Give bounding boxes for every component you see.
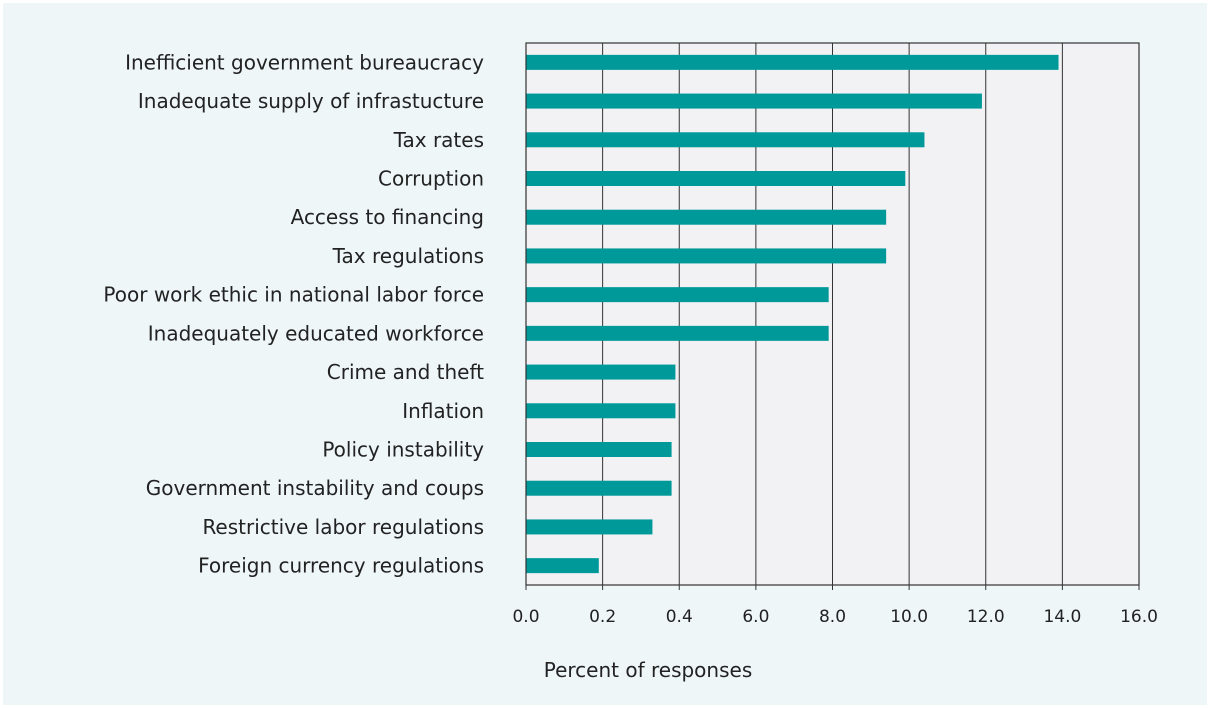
bars	[526, 54, 1059, 574]
x-axis-title: Percent of responses	[544, 658, 753, 682]
category-label: Inefficient government bureaucracy	[125, 50, 484, 74]
category-label: Crime and theft	[327, 360, 484, 384]
category-label: Government instability and coups	[146, 476, 484, 500]
category-label: Inflation	[402, 399, 484, 423]
bar	[526, 171, 906, 186]
bar-chart: Inefficient government bureaucracy Inadeq…	[103, 42, 1158, 682]
bar	[526, 519, 653, 535]
bar	[526, 132, 925, 148]
category-label: Inadequately educated workforce	[148, 321, 484, 345]
bar	[526, 93, 982, 109]
category-label: Policy instability	[322, 438, 484, 462]
category-label: Tax rates	[393, 128, 484, 152]
x-tick-label: 10.0	[890, 607, 928, 627]
category-label: Corruption	[378, 167, 484, 191]
bar	[526, 248, 887, 264]
category-label: Restrictive labor regulations	[202, 515, 484, 539]
x-tick-label: 12.0	[967, 607, 1005, 627]
bar	[526, 442, 672, 457]
bar	[526, 209, 887, 225]
x-tick-label: 14.0	[1043, 607, 1081, 627]
bar	[526, 480, 672, 496]
x-tick-label: 0.0	[512, 607, 539, 627]
bar	[526, 325, 829, 341]
plot-frame	[525, 42, 1140, 586]
bar	[526, 364, 676, 380]
category-label: Access to financing	[291, 205, 484, 229]
bar	[526, 558, 599, 574]
x-tick-label: 8.0	[819, 607, 846, 627]
bar	[526, 403, 676, 419]
category-label: Foreign currency regulations	[198, 554, 484, 578]
bar	[526, 287, 829, 303]
x-tick-labels: 0.0 0.2 0.4 6.0 8.0 10.0 12.0 14.0 16.0	[512, 607, 1157, 627]
x-tick-label: 16.0	[1120, 607, 1158, 627]
bar	[526, 54, 1059, 70]
category-label: Inadequate supply of infrastucture	[138, 89, 484, 113]
category-label: Tax regulations	[332, 244, 484, 268]
x-tick-label: 0.2	[589, 607, 616, 627]
x-tick-label: 6.0	[742, 607, 769, 627]
category-label: Poor work ethic in national labor force	[103, 283, 484, 307]
x-tick-label: 0.4	[666, 607, 693, 627]
category-labels: Inefficient government bureaucracy Inadeq…	[103, 50, 484, 577]
chart-figure: Inefficient government bureaucracy Inadeq…	[3, 3, 1207, 705]
